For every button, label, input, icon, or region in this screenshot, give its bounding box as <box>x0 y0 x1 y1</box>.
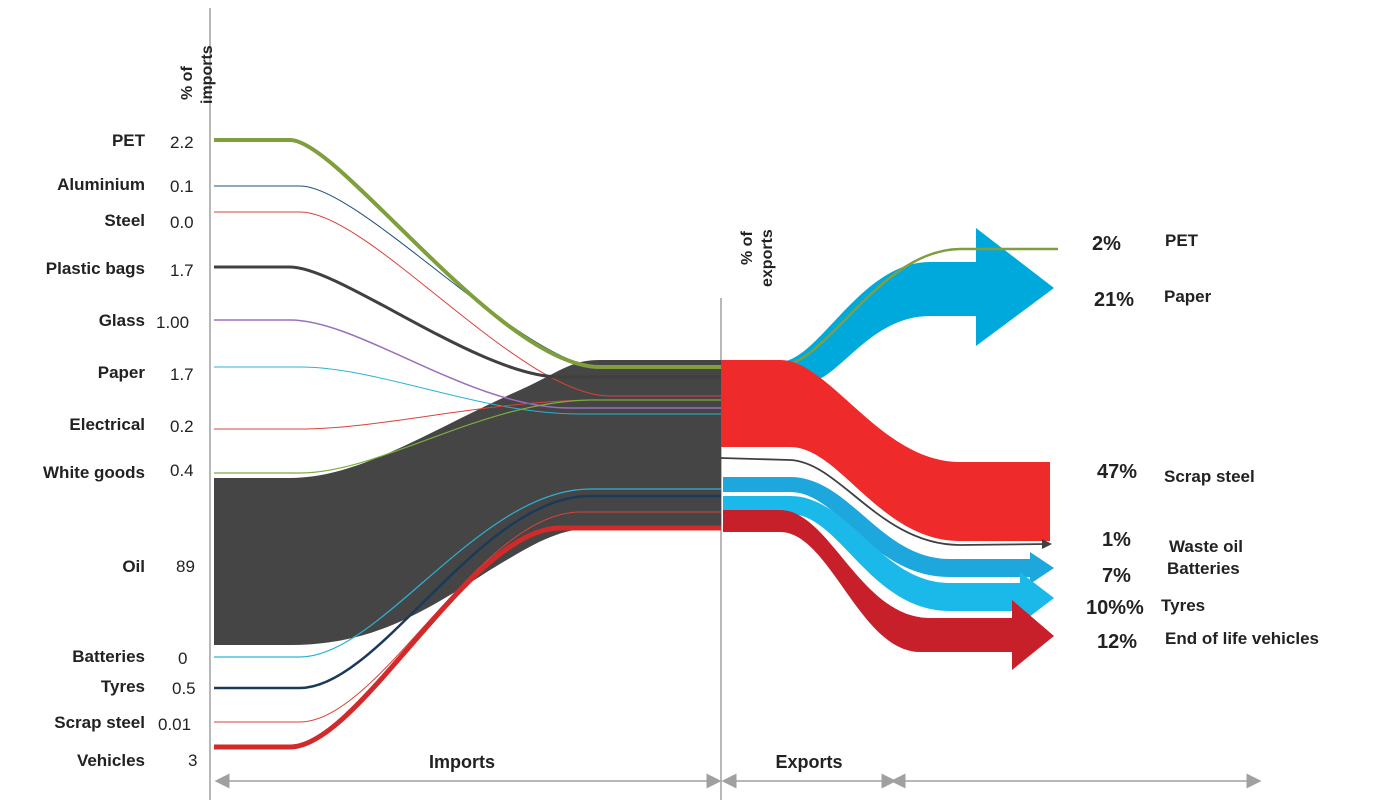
imports-axis-title-line2: imports <box>199 45 216 104</box>
export-pct-waste-oil: 1% <box>1102 529 1131 551</box>
import-label-oil: Oil <box>122 557 145 576</box>
import-value-paper: 1.7 <box>170 365 194 384</box>
flow-arrow-tyres <box>723 496 1054 624</box>
import-value-scrap-steel: 0.01 <box>158 715 191 734</box>
export-label-tyres: Tyres <box>1161 596 1205 615</box>
export-label-scrap-steel: Scrap steel <box>1164 467 1255 486</box>
import-value-glass: 1.00 <box>156 313 189 332</box>
flow-band-scrap-steel <box>721 360 1050 541</box>
import-label-vehicles: Vehicles <box>77 751 145 770</box>
export-label-paper: Paper <box>1164 287 1212 306</box>
export-pct-end-of-life-vehicles: 12% <box>1097 631 1137 653</box>
flow-line-glass <box>214 319 721 409</box>
import-value-plastic-bags: 1.7 <box>170 261 194 280</box>
import-value-pet: 2.2 <box>170 133 194 152</box>
imports-section-label: Imports <box>429 752 495 772</box>
export-labels: 2% PET 21% Paper 47% Scrap steel 1% Wast… <box>1086 231 1319 653</box>
export-label-pet: PET <box>1165 231 1199 250</box>
export-label-end-of-life-vehicles: End of life vehicles <box>1165 629 1319 648</box>
import-label-batteries: Batteries <box>72 647 145 666</box>
import-value-vehicles: 3 <box>188 751 197 770</box>
exports-axis-title-line1: % of <box>739 231 756 265</box>
exports-section-label: Exports <box>775 752 842 772</box>
import-labels: PET 2.2 Aluminium 0.1 Steel 0.0 Plastic … <box>43 131 197 770</box>
export-pct-batteries: 7% <box>1102 565 1131 587</box>
import-label-white-goods: White goods <box>43 463 145 482</box>
flow-line-pet-export <box>781 247 1058 368</box>
export-pct-paper: 21% <box>1094 289 1134 311</box>
import-label-scrap-steel: Scrap steel <box>54 713 145 732</box>
import-value-steel: 0.0 <box>170 213 194 232</box>
flow-line-aluminium <box>214 185 721 369</box>
import-value-electrical: 0.2 <box>170 417 194 436</box>
flow-line-waste-oil <box>720 457 1049 546</box>
import-label-plastic-bags: Plastic bags <box>46 259 145 278</box>
flow-band-oil <box>214 360 721 645</box>
flow-arrow-paper <box>780 228 1054 382</box>
flow-line-steel <box>214 211 721 397</box>
import-label-pet: PET <box>112 131 146 150</box>
flow-line-paper <box>214 366 721 415</box>
import-value-tyres: 0.5 <box>172 679 196 698</box>
export-pct-pet: 2% <box>1092 233 1121 255</box>
export-label-batteries: Batteries <box>1167 559 1240 578</box>
export-pct-tyres: 10%% <box>1086 597 1144 619</box>
import-label-paper: Paper <box>98 363 146 382</box>
import-value-white-goods: 0.4 <box>170 461 194 480</box>
flow-line-pet <box>214 138 721 369</box>
import-value-oil: 89 <box>176 557 195 576</box>
import-label-steel: Steel <box>104 211 145 230</box>
export-pct-scrap-steel: 47% <box>1097 461 1137 483</box>
flow-line-batteries <box>214 488 721 658</box>
waste-oil-arrowhead <box>1042 539 1052 549</box>
flow-line-electrical <box>214 399 721 430</box>
import-value-aluminium: 0.1 <box>170 177 194 196</box>
flow-arrow-end-of-life-vehicles <box>723 510 1054 670</box>
import-label-tyres: Tyres <box>101 677 145 696</box>
import-value-batteries: 0 <box>178 649 187 668</box>
import-label-aluminium: Aluminium <box>57 175 145 194</box>
import-label-electrical: Electrical <box>69 415 145 434</box>
flow-line-plastic-bags <box>214 265 721 379</box>
export-label-waste-oil: Waste oil <box>1169 537 1243 556</box>
imports-axis-title-line1: % of <box>179 66 196 100</box>
import-label-glass: Glass <box>99 311 145 330</box>
exports-axis-title-line2: exports <box>759 229 776 287</box>
flow-line-vehicles <box>214 525 721 750</box>
flow-line-white-goods <box>214 399 721 474</box>
flow-line-tyres <box>214 494 721 690</box>
